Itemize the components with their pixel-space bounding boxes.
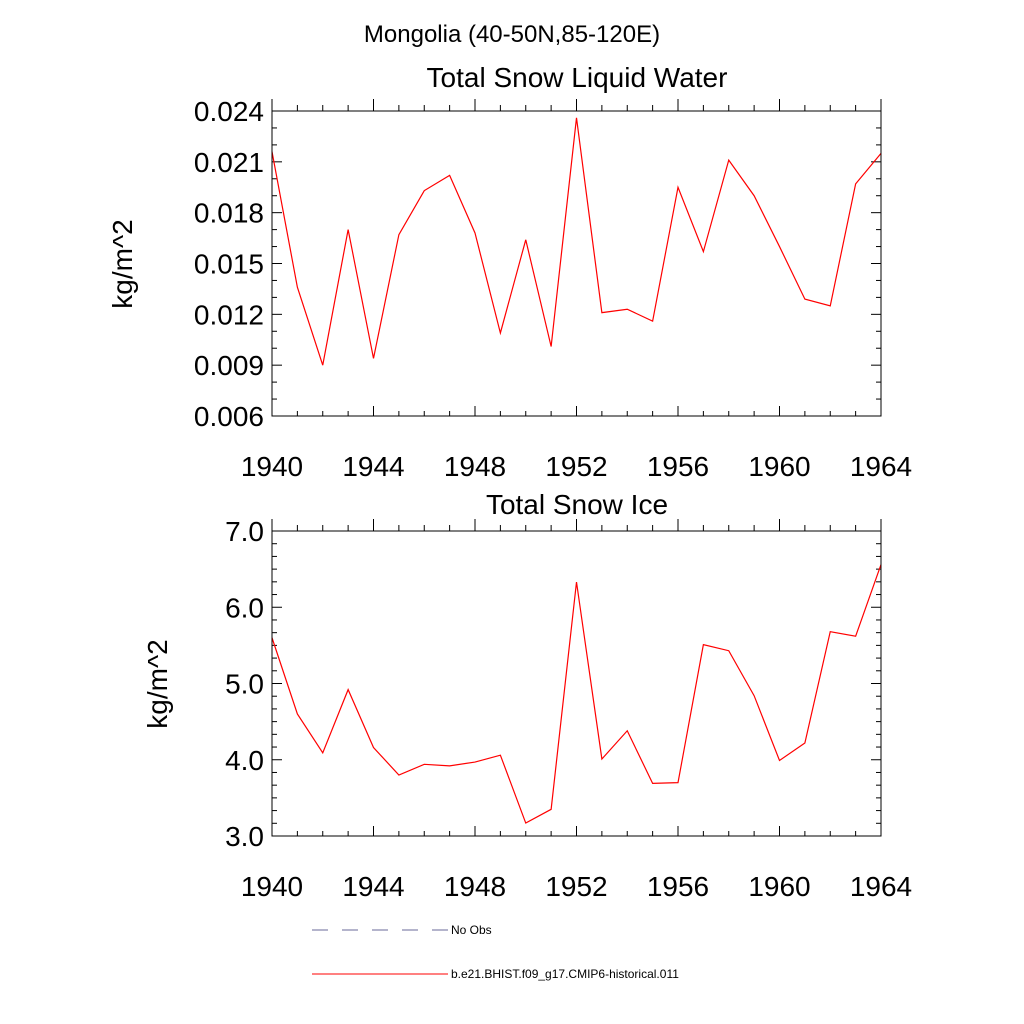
y-tick-label: 0.012 bbox=[194, 299, 264, 330]
y-tick-label: 0.024 bbox=[194, 96, 264, 127]
y-tick-label: 5.0 bbox=[225, 669, 264, 700]
axis-ticks bbox=[271, 99, 882, 417]
x-tick-label: 1952 bbox=[545, 451, 607, 482]
legend: No Obs b.e21.BHIST.f09_g17.CMIP6-histori… bbox=[312, 923, 679, 981]
series-lines bbox=[271, 117, 882, 366]
series-line bbox=[271, 564, 882, 824]
x-tick-label: 1940 bbox=[241, 871, 303, 902]
y-axis-label: kg/m^2 bbox=[107, 219, 138, 308]
y-tick-label: 0.021 bbox=[194, 147, 264, 178]
x-tick-label: 1944 bbox=[342, 871, 404, 902]
y-tick-label: 7.0 bbox=[225, 516, 264, 547]
axis-ticks bbox=[271, 519, 882, 837]
x-tick-label: 1964 bbox=[850, 451, 912, 482]
plot-frame bbox=[271, 530, 882, 837]
x-tick-label: 1940 bbox=[241, 451, 303, 482]
panel-title: Total Snow Ice bbox=[486, 489, 668, 520]
legend-item-no-obs: No Obs bbox=[312, 923, 492, 937]
axis-tick-labels: 3.0 4.0 5.0 6.0 7.0 1940 1944 1948 1952 1956 1960 1… bbox=[225, 516, 912, 902]
figure-title: Mongolia (40-50N,85-120E) bbox=[364, 21, 660, 48]
y-tick-label: 6.0 bbox=[225, 592, 264, 623]
x-tick-label: 1960 bbox=[748, 871, 810, 902]
series-line bbox=[271, 117, 882, 366]
x-tick-label: 1956 bbox=[647, 871, 709, 902]
axis-tick-labels: 0.006 0.009 0.012 0.015 0.018 0.021 0.024 1940 1… bbox=[194, 96, 912, 482]
y-tick-label: 0.015 bbox=[194, 249, 264, 280]
legend-item-model-run: b.e21.BHIST.f09_g17.CMIP6-historical.011 bbox=[312, 967, 679, 981]
snow-ice-panel: Total Snow Ice kg/m^2 3.0 4.0 5.0 6.0 7.0 194… bbox=[142, 489, 912, 902]
y-tick-label: 0.006 bbox=[194, 401, 264, 432]
panel-title: Total Snow Liquid Water bbox=[427, 62, 728, 93]
x-tick-label: 1948 bbox=[444, 451, 506, 482]
plot-frame bbox=[271, 110, 882, 417]
y-tick-label: 0.018 bbox=[194, 198, 264, 229]
y-tick-label: 4.0 bbox=[225, 745, 264, 776]
x-tick-label: 1944 bbox=[342, 451, 404, 482]
x-tick-label: 1948 bbox=[444, 871, 506, 902]
series-lines bbox=[271, 564, 882, 824]
x-tick-label: 1956 bbox=[647, 451, 709, 482]
y-tick-label: 3.0 bbox=[225, 821, 264, 852]
y-axis-label: kg/m^2 bbox=[142, 639, 173, 728]
y-tick-label: 0.009 bbox=[194, 350, 264, 381]
legend-label: No Obs bbox=[451, 923, 492, 937]
legend-label: b.e21.BHIST.f09_g17.CMIP6-historical.011 bbox=[451, 967, 679, 981]
snow-liquid-water-panel: Total Snow Liquid Water kg/m^2 0.0060.00… bbox=[107, 62, 912, 482]
x-tick-label: 1960 bbox=[748, 451, 810, 482]
x-tick-label: 1964 bbox=[850, 871, 912, 902]
x-tick-label: 1952 bbox=[545, 871, 607, 902]
